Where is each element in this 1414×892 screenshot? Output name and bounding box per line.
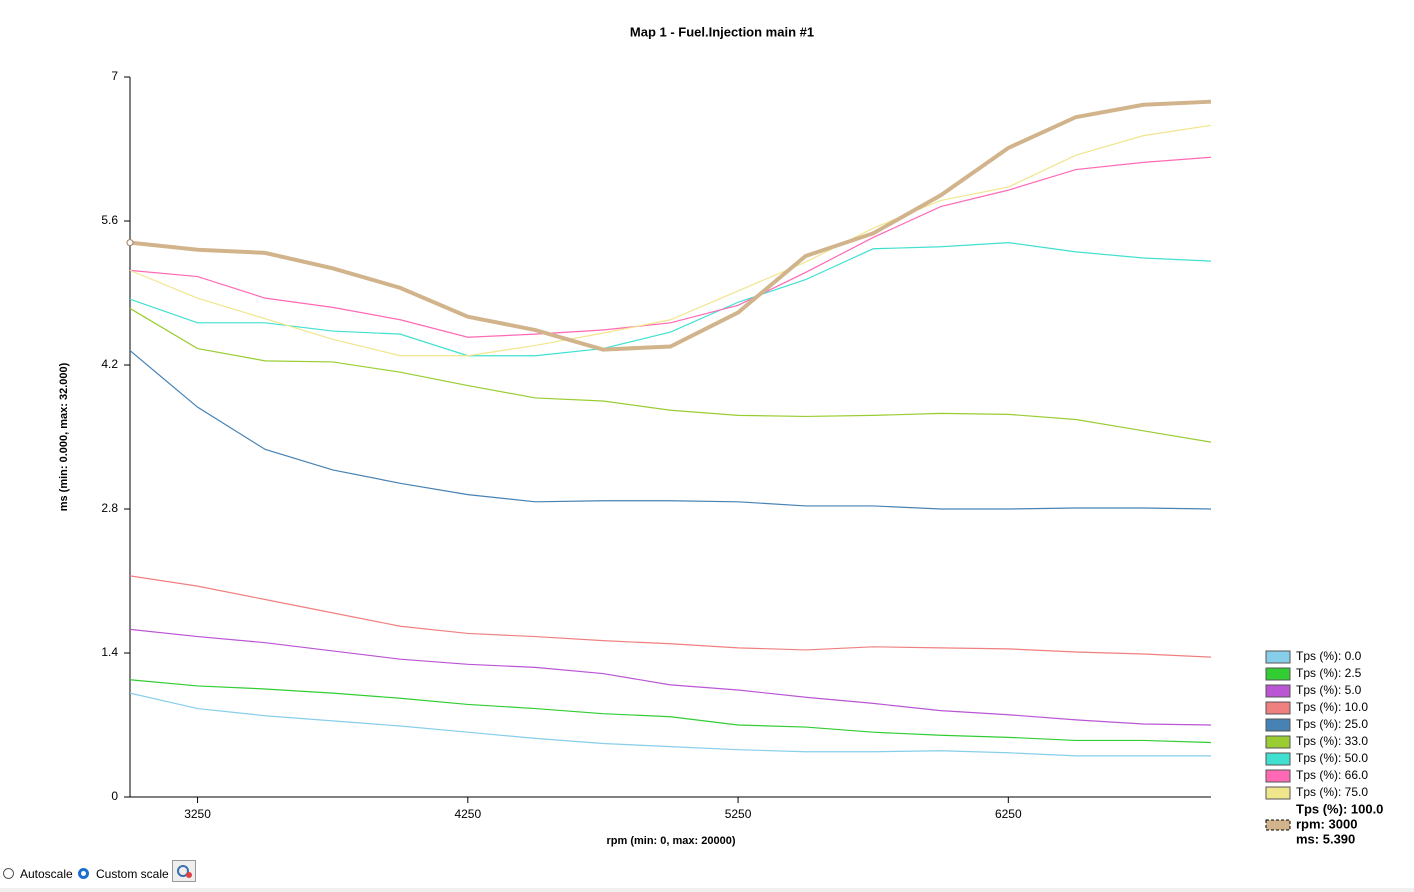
cursor-swatch (1265, 819, 1291, 831)
series-line (129, 679, 1212, 744)
legend-label: Tps (%): 100.0 (1296, 801, 1383, 816)
legend-label: Tps (%): 75.0 (1296, 785, 1368, 799)
legend-swatch (1265, 667, 1291, 681)
legend-swatch (1265, 769, 1291, 783)
legend-label: Tps (%): 2.5 (1296, 666, 1362, 680)
legend-swatch (1265, 735, 1291, 749)
legend-label: Tps (%): 5.0 (1296, 683, 1362, 697)
series-line (129, 124, 1212, 357)
x-tick-label: 4250 (454, 807, 481, 821)
autoscale-label[interactable]: Autoscale (20, 867, 73, 881)
series-line (129, 99, 1212, 352)
x-tick-label: 6250 (995, 807, 1022, 821)
y-tick-label: 7 (111, 69, 118, 83)
legend-label: Tps (%): 66.0 (1296, 768, 1368, 782)
settings-button[interactable] (172, 860, 196, 882)
series-line (129, 156, 1212, 338)
y-tick-label: 1.4 (101, 645, 118, 659)
chart: Map 1 - Fuel.Injection main #1 rpm (min:… (58, 24, 1384, 847)
custom-scale-radio[interactable] (78, 868, 89, 879)
custom-scale-label[interactable]: Custom scale (96, 867, 169, 881)
legend-swatch (1265, 718, 1291, 732)
x-tick-label: 3250 (184, 807, 211, 821)
legend-label: Tps (%): 0.0 (1296, 649, 1362, 663)
legend-label: Tps (%): 10.0 (1296, 700, 1368, 714)
series-line (129, 241, 1212, 357)
gear-icon (177, 865, 192, 878)
y-tick-label: 5.6 (101, 213, 118, 227)
status-strip (0, 888, 1414, 892)
series-line (129, 692, 1211, 757)
series-line (129, 628, 1212, 726)
legend-label: Tps (%): 50.0 (1296, 751, 1368, 765)
autoscale-radio[interactable] (3, 868, 14, 879)
legend-swatch (1265, 684, 1291, 698)
y-tick-label: 2.8 (101, 501, 118, 515)
legend-swatch (1265, 701, 1291, 715)
y-tick-label: 4.2 (101, 357, 118, 371)
series-line (129, 575, 1212, 658)
legend-swatch (1265, 650, 1291, 664)
y-tick-label: 0 (111, 789, 118, 803)
cursor-label: ms: 5.390 (1296, 831, 1355, 846)
legend-swatch (1265, 752, 1291, 766)
cursor-marker (126, 239, 134, 247)
y-axis-title: ms (min: 0.000, max: 32.000) (58, 362, 70, 511)
cursor-label: rpm: 3000 (1296, 816, 1357, 831)
legend-label: Tps (%): 33.0 (1296, 734, 1368, 748)
x-axis-title: rpm (min: 0, max: 20000) (607, 835, 736, 847)
series-line (129, 307, 1212, 443)
legend-swatch (1265, 786, 1291, 800)
chart-title: Map 1 - Fuel.Injection main #1 (630, 24, 814, 39)
toolbar: Autoscale Custom scale (0, 858, 1414, 892)
series-line (129, 350, 1212, 510)
legend-label: Tps (%): 25.0 (1296, 717, 1368, 731)
x-tick-label: 5250 (725, 807, 752, 821)
